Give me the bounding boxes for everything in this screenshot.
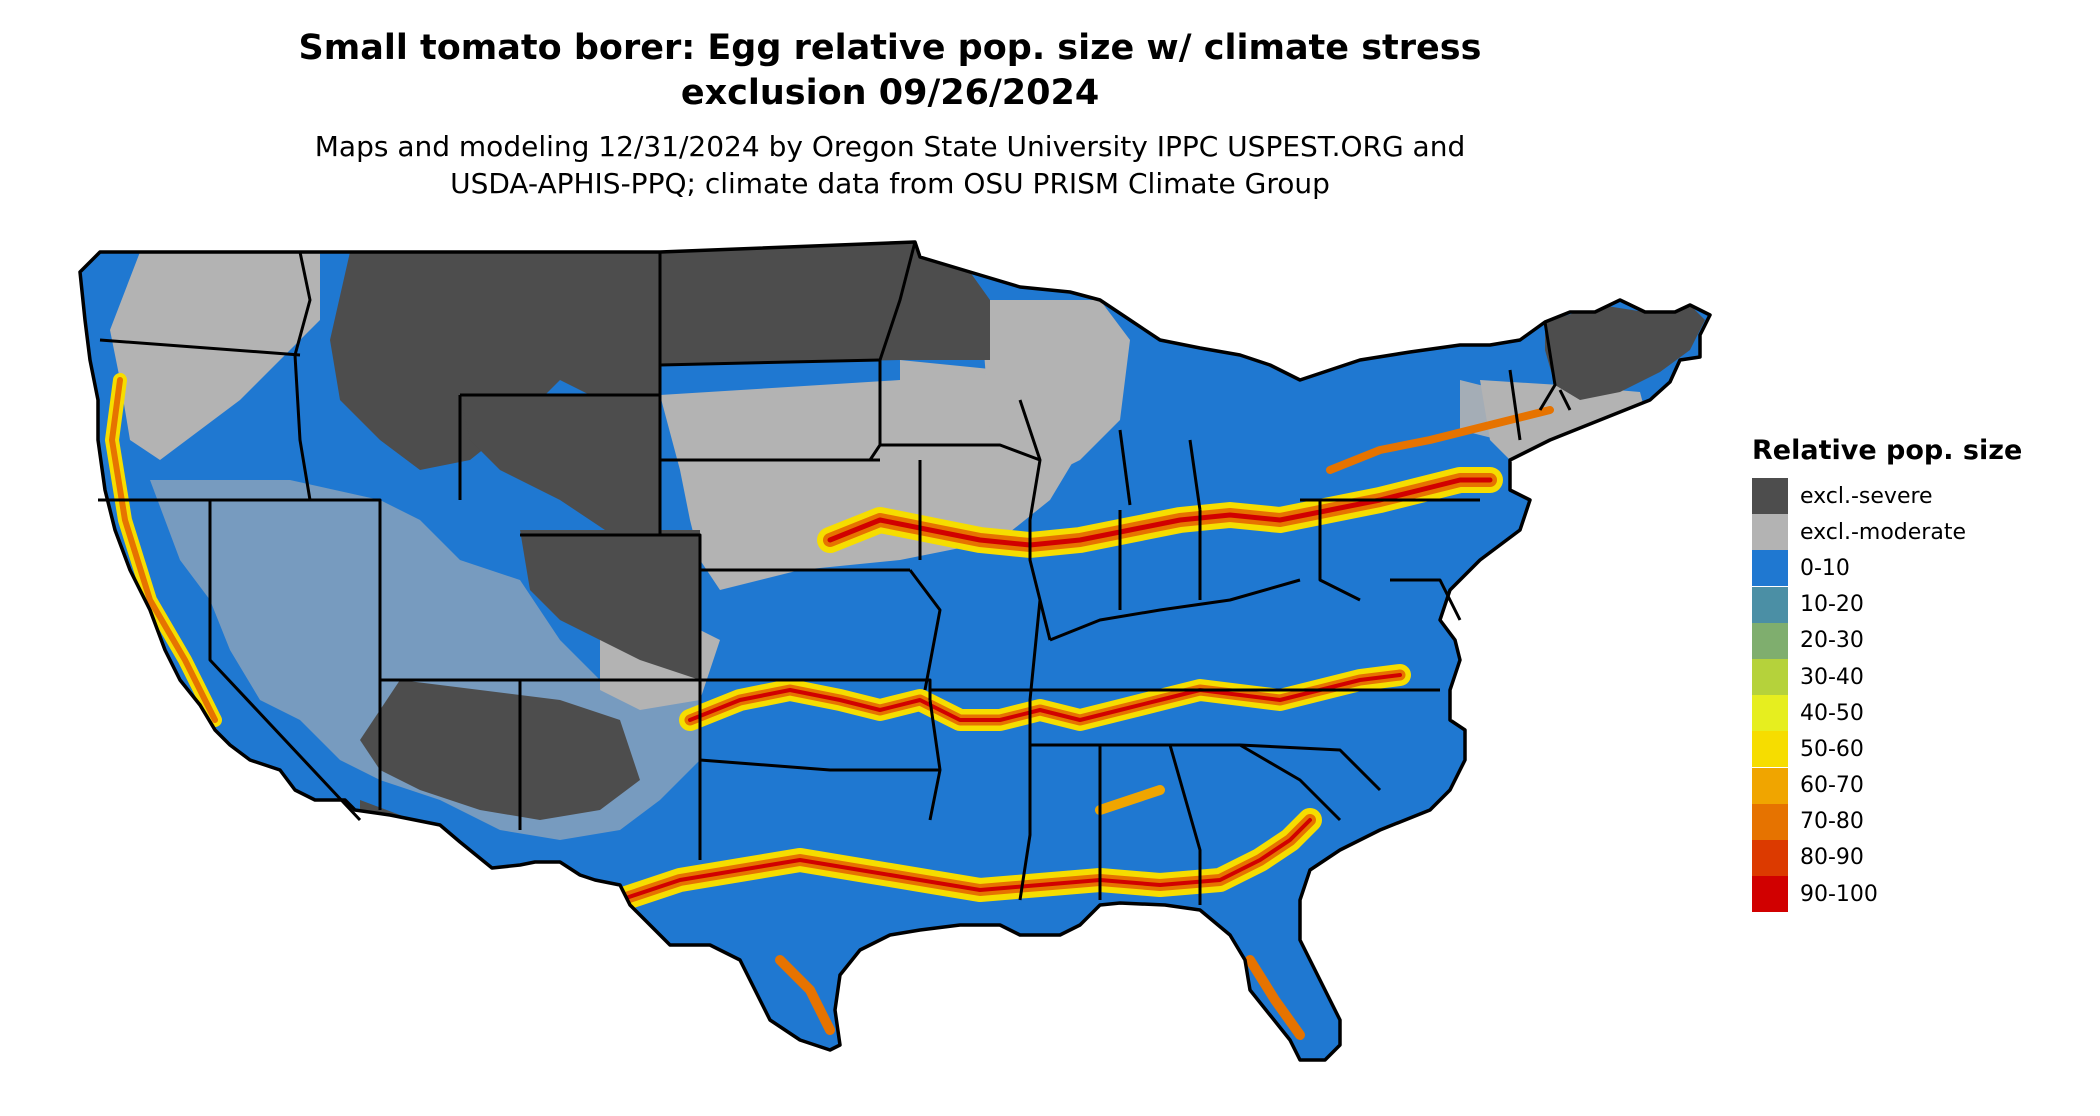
- legend-label: 40-50: [1800, 700, 1864, 726]
- map-subtitle-line-2: USDA-APHIS-PPQ; climate data from OSU PR…: [450, 167, 1330, 200]
- legend-item: 80-90: [1752, 839, 2082, 876]
- land-fill: [80, 242, 1710, 1060]
- legend-item: excl.-severe: [1752, 478, 2082, 515]
- legend-item: 60-70: [1752, 767, 2082, 804]
- legend-label: 90-100: [1800, 881, 1878, 907]
- map-title-line-2: exclusion 09/26/2024: [680, 73, 1100, 113]
- legend-item: 30-40: [1752, 659, 2082, 696]
- legend-title: Relative pop. size: [1752, 435, 2023, 466]
- legend-label: 70-80: [1800, 809, 1864, 835]
- legend-item: 40-50: [1752, 695, 2082, 732]
- map-title-line-1: Small tomato borer: Egg relative pop. si…: [298, 28, 1482, 68]
- legend-item: 90-100: [1752, 876, 2082, 913]
- legend-label: 0-10: [1800, 555, 1850, 581]
- legend-swatch: [1752, 514, 1788, 551]
- legend-item: 10-20: [1752, 586, 2082, 623]
- map-legend: Relative pop. size excl.-severe excl.-mo…: [1752, 434, 2082, 913]
- legend-swatch: [1752, 731, 1788, 768]
- legend-items: excl.-severe excl.-moderate 0-10 10-20 2…: [1752, 478, 2082, 913]
- legend-swatch: [1752, 876, 1788, 913]
- legend-swatch: [1752, 622, 1788, 659]
- legend-item: 0-10: [1752, 550, 2082, 587]
- legend-item: excl.-moderate: [1752, 514, 2082, 551]
- legend-label: 20-30: [1800, 628, 1864, 654]
- legend-swatch: [1752, 659, 1788, 696]
- map-subtitle-line-1: Maps and modeling 12/31/2024 by Oregon S…: [314, 130, 1466, 163]
- legend-item: 20-30: [1752, 622, 2082, 659]
- legend-label: 60-70: [1800, 773, 1864, 799]
- legend-swatch: [1752, 767, 1788, 804]
- legend-item: 50-60: [1752, 731, 2082, 768]
- legend-item: 70-80: [1752, 803, 2082, 840]
- hotspot-bands: [105, 373, 1554, 1040]
- state-borders: [78, 240, 1712, 1062]
- legend-swatch: [1752, 695, 1788, 732]
- legend-label: 30-40: [1800, 664, 1864, 690]
- legend-swatch: [1752, 839, 1788, 876]
- legend-swatch: [1752, 478, 1788, 515]
- legend-label: 10-20: [1800, 592, 1864, 618]
- legend-swatch: [1752, 586, 1788, 623]
- legend-swatch: [1752, 803, 1788, 840]
- legend-label: excl.-moderate: [1800, 519, 1966, 545]
- legend-swatch: [1752, 550, 1788, 587]
- legend-label: 50-60: [1800, 736, 1864, 762]
- legend-label: excl.-severe: [1800, 483, 1933, 509]
- legend-label: 80-90: [1800, 845, 1864, 871]
